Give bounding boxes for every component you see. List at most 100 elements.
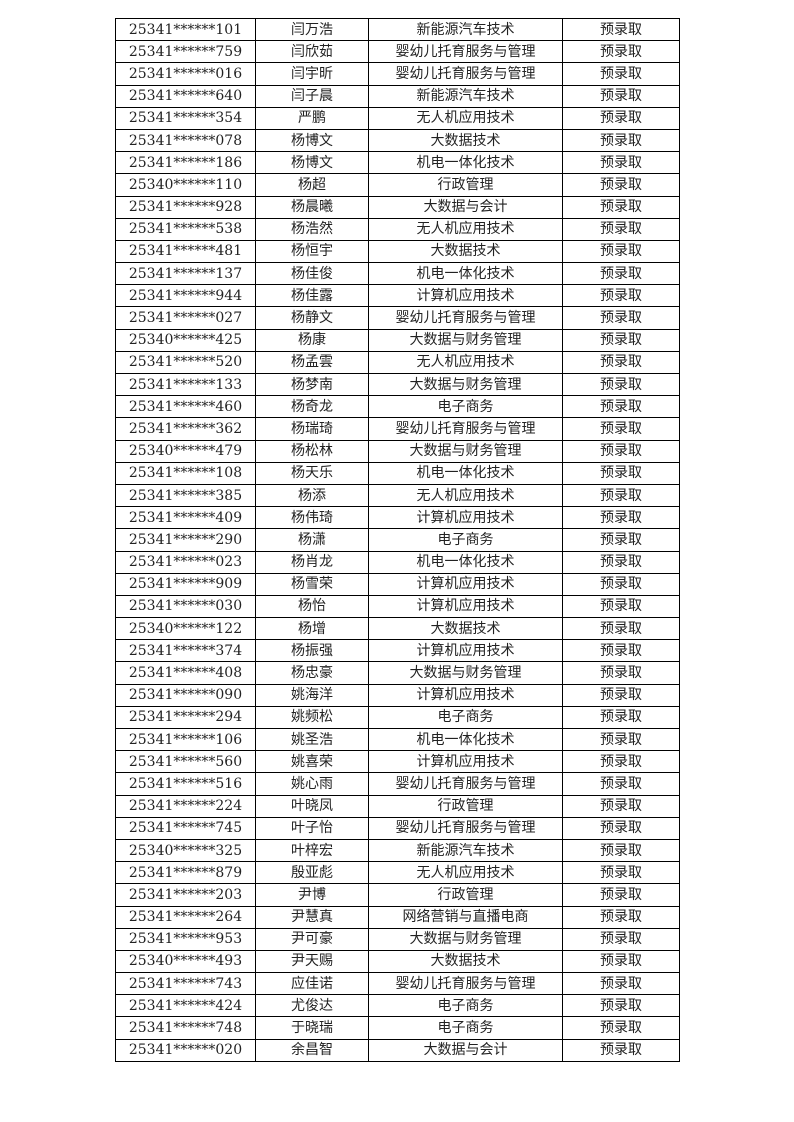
status-cell: 预录取 <box>562 151 680 175</box>
status-cell: 预录取 <box>562 306 680 330</box>
table-row: 25340******425 杨康 大数据与财务管理 预录取 <box>115 328 680 352</box>
table-row: 25341******290 杨潇 电子商务 预录取 <box>115 528 680 552</box>
exam-id-cell: 25341******409 <box>115 506 256 530</box>
table-row: 25341******362 杨瑞琦 婴幼儿托育服务与管理 预录取 <box>115 417 680 441</box>
major-cell: 大数据技术 <box>368 617 563 641</box>
student-name-cell: 杨忠豪 <box>255 661 369 685</box>
student-name-cell: 姚喜荣 <box>255 750 369 774</box>
exam-id-cell: 25340******110 <box>115 173 256 197</box>
major-cell: 无人机应用技术 <box>368 483 563 508</box>
table-row: 25341******928 杨晨曦 大数据与会计 预录取 <box>115 195 680 219</box>
student-name-cell: 杨添 <box>255 483 369 508</box>
exam-id-cell: 25341******745 <box>115 816 256 840</box>
major-cell: 大数据与财务管理 <box>368 661 563 685</box>
status-cell: 预录取 <box>562 239 680 264</box>
student-name-cell: 杨天乐 <box>255 461 369 485</box>
table-row: 25341******743 应佳诺 婴幼儿托育服务与管理 预录取 <box>115 972 680 996</box>
table-row: 25341******106 姚圣浩 机电一体化技术 预录取 <box>115 727 680 752</box>
major-cell: 婴幼儿托育服务与管理 <box>368 816 563 840</box>
major-cell: 婴幼儿托育服务与管理 <box>368 62 563 86</box>
student-name-cell: 杨晨曦 <box>255 195 369 219</box>
exam-id-cell: 25341******560 <box>115 750 256 774</box>
exam-id-cell: 25341******909 <box>115 572 256 596</box>
student-name-cell: 姚心雨 <box>255 772 369 796</box>
major-cell: 大数据技术 <box>368 239 563 264</box>
major-cell: 机电一体化技术 <box>368 727 563 752</box>
student-name-cell: 闫万浩 <box>255 17 369 42</box>
table-row: 25341******016 闫宇昕 婴幼儿托育服务与管理 预录取 <box>115 62 680 86</box>
major-cell: 新能源汽车技术 <box>368 84 563 108</box>
student-name-cell: 叶晓凤 <box>255 794 369 818</box>
table-row: 25341******294 姚频松 电子商务 预录取 <box>115 705 680 730</box>
major-cell: 无人机应用技术 <box>368 350 563 375</box>
table-row: 25341******101 闫万浩 新能源汽车技术 预录取 <box>115 17 680 42</box>
exam-id-cell: 25341******203 <box>115 883 256 907</box>
major-cell: 行政管理 <box>368 794 563 818</box>
exam-id-cell: 25341******101 <box>115 17 256 42</box>
table-row: 25341******745 叶子怡 婴幼儿托育服务与管理 预录取 <box>115 816 680 840</box>
major-cell: 机电一体化技术 <box>368 461 563 485</box>
status-cell: 预录取 <box>562 705 680 730</box>
student-name-cell: 闫子晨 <box>255 84 369 108</box>
major-cell: 新能源汽车技术 <box>368 838 563 863</box>
exam-id-cell: 25341******224 <box>115 794 256 818</box>
major-cell: 电子商务 <box>368 1016 563 1040</box>
exam-id-cell: 25341******027 <box>115 306 256 330</box>
student-name-cell: 杨超 <box>255 173 369 197</box>
exam-id-cell: 25340******425 <box>115 328 256 352</box>
exam-id-cell: 25341******020 <box>115 1038 256 1062</box>
exam-id-cell: 25341******928 <box>115 195 256 219</box>
student-name-cell: 杨伟琦 <box>255 506 369 530</box>
status-cell: 预录取 <box>562 750 680 774</box>
status-cell: 预录取 <box>562 1038 680 1062</box>
student-name-cell: 杨佳露 <box>255 284 369 308</box>
student-name-cell: 尹天赐 <box>255 949 369 974</box>
student-name-cell: 叶梓宏 <box>255 838 369 863</box>
exam-id-cell: 25340******493 <box>115 949 256 974</box>
table-row: 25340******479 杨松林 大数据与财务管理 预录取 <box>115 439 680 463</box>
status-cell: 预录取 <box>562 40 680 64</box>
status-cell: 预录取 <box>562 550 680 574</box>
status-cell: 预录取 <box>562 128 680 153</box>
status-cell: 预录取 <box>562 328 680 352</box>
major-cell: 无人机应用技术 <box>368 217 563 241</box>
table-row: 25341******424 尤俊达 电子商务 预录取 <box>115 994 680 1018</box>
student-name-cell: 应佳诺 <box>255 972 369 996</box>
status-cell: 预录取 <box>562 572 680 596</box>
table-row: 25340******325 叶梓宏 新能源汽车技术 预录取 <box>115 838 680 863</box>
status-cell: 预录取 <box>562 661 680 685</box>
status-cell: 预录取 <box>562 1016 680 1040</box>
student-name-cell: 杨梦南 <box>255 372 369 397</box>
status-cell: 预录取 <box>562 861 680 885</box>
status-cell: 预录取 <box>562 949 680 974</box>
exam-id-cell: 25341******133 <box>115 372 256 397</box>
student-name-cell: 杨浩然 <box>255 217 369 241</box>
major-cell: 大数据与财务管理 <box>368 439 563 463</box>
table-row: 25341******020 余昌智 大数据与会计 预录取 <box>115 1038 680 1062</box>
table-row: 25341******023 杨肖龙 机电一体化技术 预录取 <box>115 550 680 574</box>
exam-id-cell: 25341******953 <box>115 927 256 951</box>
student-name-cell: 杨博文 <box>255 151 369 175</box>
major-cell: 大数据技术 <box>368 128 563 153</box>
table-row: 25341******224 叶晓凤 行政管理 预录取 <box>115 794 680 818</box>
exam-id-cell: 25341******520 <box>115 350 256 375</box>
exam-id-cell: 25341******186 <box>115 151 256 175</box>
student-name-cell: 尹可豪 <box>255 927 369 951</box>
exam-id-cell: 25340******122 <box>115 617 256 641</box>
exam-id-cell: 25341******516 <box>115 772 256 796</box>
student-name-cell: 杨增 <box>255 617 369 641</box>
exam-id-cell: 25341******424 <box>115 994 256 1018</box>
student-name-cell: 闫欣茹 <box>255 40 369 64</box>
table-row: 25341******879 殷亚彪 无人机应用技术 预录取 <box>115 861 680 885</box>
major-cell: 电子商务 <box>368 705 563 730</box>
admission-table-body: 25341******101 闫万浩 新能源汽车技术 预录取 25341******75… <box>115 17 680 1062</box>
table-row: 25341******759 闫欣茹 婴幼儿托育服务与管理 预录取 <box>115 40 680 64</box>
student-name-cell: 余昌智 <box>255 1038 369 1062</box>
student-name-cell: 严鹏 <box>255 106 369 130</box>
major-cell: 大数据与财务管理 <box>368 328 563 352</box>
major-cell: 大数据与财务管理 <box>368 372 563 397</box>
status-cell: 预录取 <box>562 816 680 840</box>
major-cell: 计算机应用技术 <box>368 639 563 663</box>
table-row: 25341******137 杨佳俊 机电一体化技术 预录取 <box>115 262 680 286</box>
student-name-cell: 殷亚彪 <box>255 861 369 885</box>
